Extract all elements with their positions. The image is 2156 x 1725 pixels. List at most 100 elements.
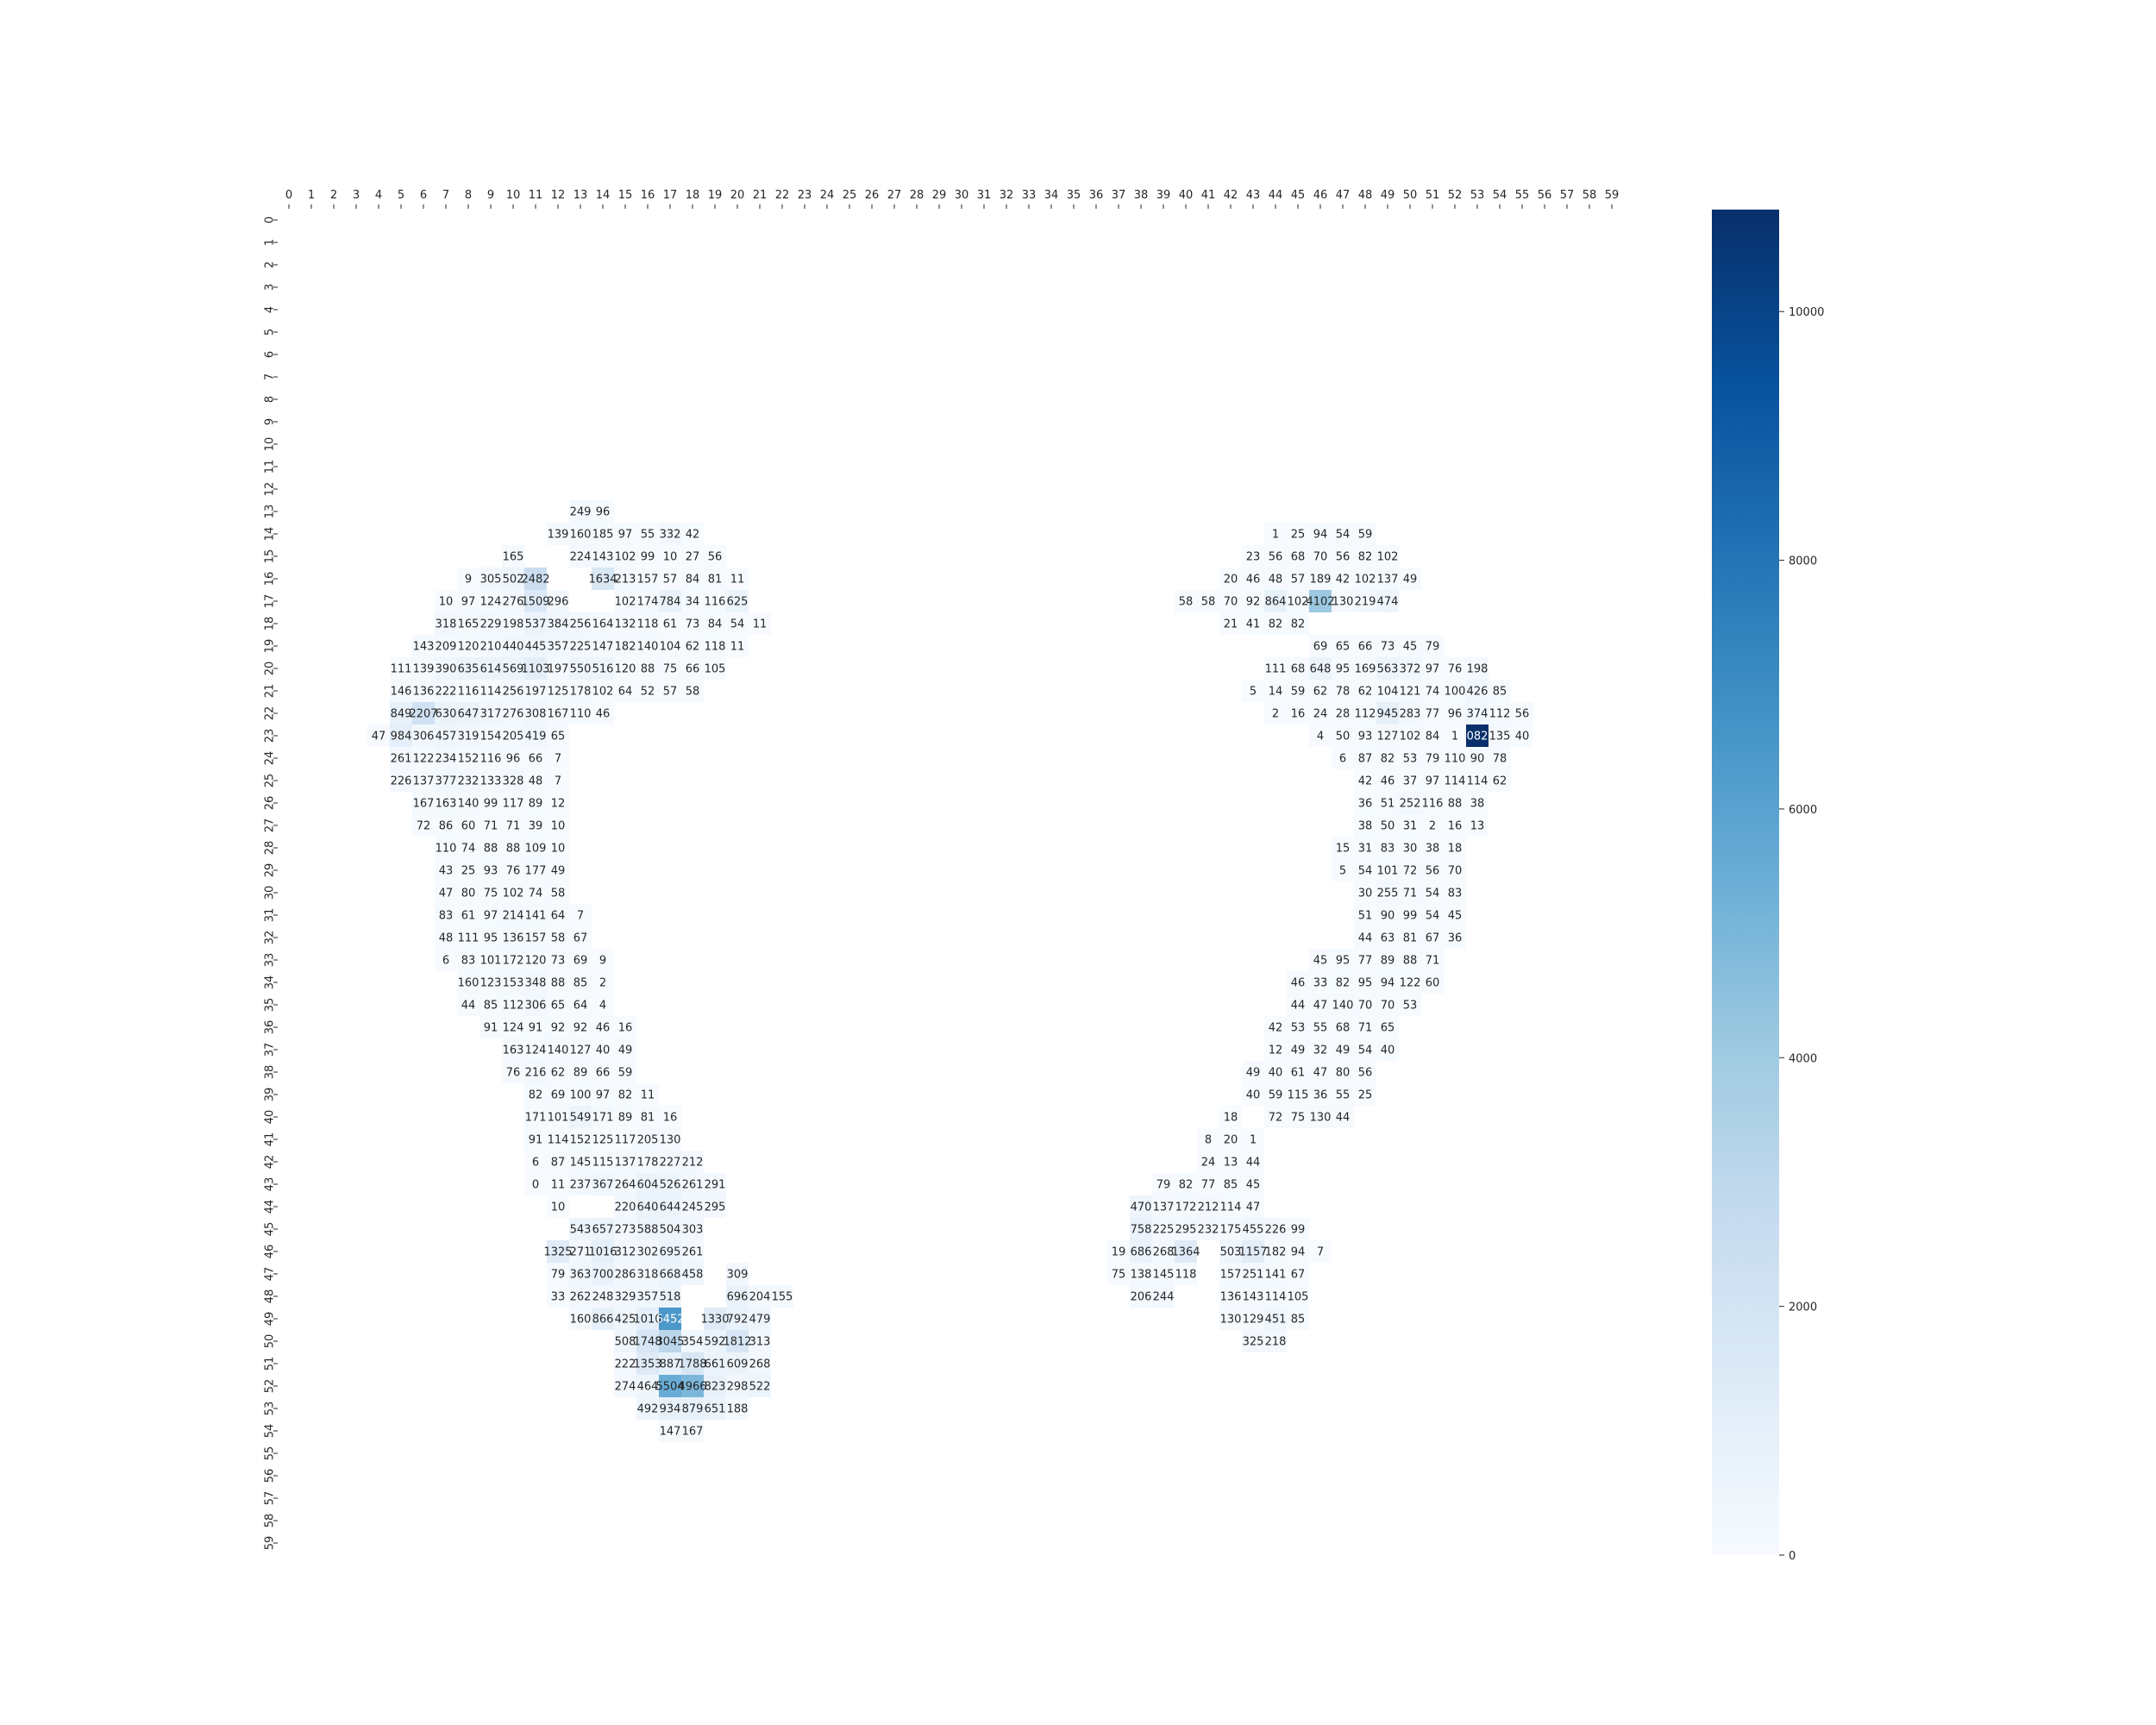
cell-value-label: 97 bbox=[484, 910, 498, 923]
y-tick-label: 35 bbox=[264, 998, 277, 1013]
cell-value-label: 4 bbox=[599, 1000, 606, 1013]
cell-value-label: 372 bbox=[1400, 663, 1421, 676]
heatmap-cell bbox=[547, 680, 569, 702]
heatmap-cell bbox=[479, 792, 502, 814]
cell-value-label: 543 bbox=[570, 1224, 592, 1237]
cell-value-label: 283 bbox=[1400, 708, 1421, 721]
cell-value-label: 25 bbox=[1358, 1089, 1373, 1102]
heatmap-cell bbox=[1309, 724, 1332, 747]
heatmap-cell bbox=[1332, 859, 1354, 881]
heatmap-cell bbox=[479, 590, 502, 612]
cell-value-label: 232 bbox=[458, 775, 479, 788]
heatmap-cell bbox=[1175, 1195, 1197, 1218]
cell-value-label: 445 bbox=[525, 641, 547, 654]
cell-value-label: 42 bbox=[1358, 775, 1373, 788]
heatmap-cell bbox=[1444, 747, 1466, 769]
cell-value-label: 563 bbox=[1377, 663, 1399, 676]
cell-value-label: 11 bbox=[641, 1089, 655, 1102]
heatmap-cell bbox=[547, 635, 569, 657]
heatmap-cell bbox=[547, 904, 569, 926]
heatmap-cell bbox=[1376, 859, 1399, 881]
heatmap-cell bbox=[749, 1330, 771, 1352]
cell-value-label: 116 bbox=[458, 686, 479, 699]
heatmap-cell bbox=[592, 1240, 614, 1263]
heatmap-cell bbox=[704, 545, 726, 568]
cell-value-label: 92 bbox=[1246, 596, 1261, 609]
heatmap-cell bbox=[592, 680, 614, 702]
cell-value-label: 110 bbox=[570, 708, 592, 721]
heatmap-cell bbox=[547, 523, 569, 545]
cell-value-label: 101 bbox=[548, 1112, 569, 1125]
heatmap-cell bbox=[681, 680, 704, 702]
y-tick-label: 23 bbox=[264, 729, 277, 743]
heatmap-cell bbox=[614, 1016, 636, 1038]
heatmap-cell bbox=[457, 837, 479, 859]
y-tick-label: 9 bbox=[264, 418, 277, 425]
cell-value-label: 99 bbox=[641, 551, 655, 564]
cell-value-label: 51 bbox=[1381, 798, 1395, 811]
heatmap-cell bbox=[1376, 747, 1399, 769]
cell-value-label: 95 bbox=[484, 932, 498, 945]
cell-value-label: 503 bbox=[1220, 1246, 1242, 1259]
heatmap-cell bbox=[1309, 1106, 1332, 1128]
heatmap-cell bbox=[614, 545, 636, 568]
heatmap-cell bbox=[547, 1151, 569, 1173]
cell-value-label: 81 bbox=[708, 574, 723, 586]
heatmap-cell bbox=[1332, 724, 1354, 747]
heatmap-cell bbox=[569, 1016, 592, 1038]
cell-value-label: 95 bbox=[1336, 955, 1351, 968]
heatmap-cell bbox=[524, 881, 547, 904]
cell-value-label: 261 bbox=[682, 1246, 704, 1259]
heatmap-cell bbox=[524, 1083, 547, 1106]
heatmap-cell bbox=[681, 1352, 704, 1375]
y-tick-label: 43 bbox=[264, 1177, 277, 1192]
cell-value-label: 105 bbox=[705, 663, 726, 676]
heatmap-cell bbox=[659, 545, 681, 568]
heatmap-cell bbox=[1287, 1061, 1309, 1083]
y-tick-label: 57 bbox=[264, 1491, 277, 1506]
heatmap-cell bbox=[1264, 1285, 1287, 1308]
cell-value-label: 91 bbox=[484, 1022, 498, 1035]
cell-value-label: 7 bbox=[555, 753, 561, 766]
x-tick-label: 14 bbox=[596, 189, 611, 202]
cell-value-label: 42 bbox=[1336, 574, 1351, 586]
heatmap-cell bbox=[524, 859, 547, 881]
cell-value-label: 80 bbox=[461, 888, 476, 900]
cell-value-label: 64 bbox=[618, 686, 633, 699]
heatmap-cell bbox=[1376, 680, 1399, 702]
cell-value-label: 48 bbox=[529, 775, 543, 788]
heatmap-cell bbox=[636, 1308, 659, 1330]
heatmap-cell bbox=[457, 769, 479, 792]
heatmap-cell bbox=[1354, 949, 1376, 971]
heatmap-cell bbox=[435, 859, 457, 881]
colorbar-tick-label: 8000 bbox=[1789, 555, 1817, 568]
heatmap-cell bbox=[592, 612, 614, 635]
heatmap-cell bbox=[726, 1397, 749, 1420]
cell-value-label: 114 bbox=[480, 686, 502, 699]
heatmap-cell bbox=[569, 1128, 592, 1151]
cell-value-label: 114 bbox=[1265, 1291, 1287, 1304]
x-tick-label: 11 bbox=[529, 189, 543, 202]
heatmap-cell bbox=[569, 1240, 592, 1263]
colorbar: 0 2000 4000 6000 8000 10000 bbox=[1712, 210, 1824, 1563]
heatmap-cell bbox=[749, 612, 771, 635]
heatmap-cell bbox=[1421, 792, 1444, 814]
cell-value-label: 226 bbox=[391, 775, 412, 788]
heatmap-cell bbox=[1107, 1240, 1130, 1263]
heatmap-cell bbox=[1332, 1061, 1354, 1083]
x-tick-label: 13 bbox=[573, 189, 588, 202]
cell-value-label: 137 bbox=[615, 1157, 636, 1170]
cell-value-label: 143 bbox=[592, 551, 614, 564]
cell-value-label: 286 bbox=[615, 1269, 636, 1282]
cell-value-label: 46 bbox=[596, 708, 611, 721]
y-tick-label: 38 bbox=[264, 1065, 277, 1080]
cell-value-label: 167 bbox=[413, 798, 435, 811]
heatmap-cell bbox=[547, 1083, 569, 1106]
heatmap-cell bbox=[524, 994, 547, 1016]
cell-value-label: 117 bbox=[615, 1134, 636, 1147]
heatmap-cell bbox=[569, 523, 592, 545]
cell-value-label: 592 bbox=[705, 1336, 726, 1349]
cell-value-label: 112 bbox=[1355, 708, 1376, 721]
cell-value-label: 155 bbox=[772, 1291, 793, 1304]
cell-value-label: 97 bbox=[618, 529, 633, 542]
